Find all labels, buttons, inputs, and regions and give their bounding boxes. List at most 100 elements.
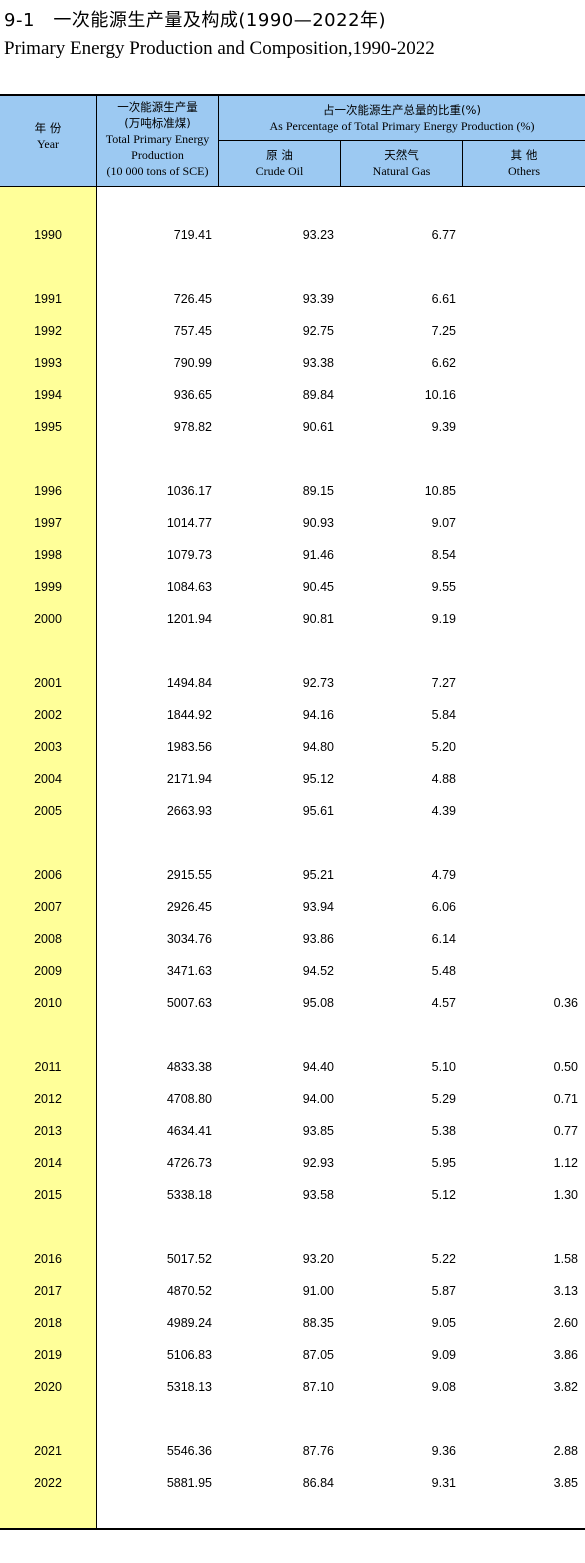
cell-total-production: 936.65: [173, 388, 212, 402]
cell-total-production: 5546.36: [166, 1444, 212, 1458]
cell-total-production: 1084.63: [166, 580, 212, 594]
table-bottom-rule: [0, 1528, 585, 1530]
table-row: 1992 757.45 92.75 7.25: [0, 324, 585, 344]
cell-natural-gas: 4.88: [431, 772, 456, 786]
cell-total-production: 4708.80: [166, 1092, 212, 1106]
cell-total-production: 719.41: [173, 228, 212, 242]
cell-year: 2002: [34, 708, 62, 722]
cell-year: 2003: [34, 740, 62, 754]
cell-total-production: 790.99: [173, 356, 212, 370]
cell-total-production: 1494.84: [166, 676, 212, 690]
cell-natural-gas: 5.20: [431, 740, 456, 754]
cell-year: 1995: [34, 420, 62, 434]
table-row: 2022 5881.95 86.84 9.31 3.85: [0, 1476, 585, 1496]
table-row: 2019 5106.83 87.05 9.09 3.86: [0, 1348, 585, 1368]
cell-crude-oil: 87.10: [302, 1380, 334, 1394]
cell-natural-gas: 9.09: [431, 1348, 456, 1362]
header-divider: [96, 96, 97, 186]
cell-total-production: 5338.18: [166, 1188, 212, 1202]
cell-year: 1991: [34, 292, 62, 306]
cell-natural-gas: 6.06: [431, 900, 456, 914]
cell-crude-oil: 92.73: [302, 676, 334, 690]
cell-total-production: 978.82: [173, 420, 212, 434]
table-row: 2007 2926.45 93.94 6.06: [0, 900, 585, 920]
table-row: 2005 2663.93 95.61 4.39: [0, 804, 585, 824]
header-year-en: Year: [36, 137, 60, 151]
cell-year: 1999: [34, 580, 62, 594]
cell-year: 2007: [34, 900, 62, 914]
table-row: 1990 719.41 93.23 6.77: [0, 228, 585, 248]
header-natural-gas-cn: 天然气: [384, 148, 419, 162]
cell-natural-gas: 10.16: [424, 388, 456, 402]
cell-crude-oil: 92.75: [302, 324, 334, 338]
table-row: 2016 5017.52 93.20 5.22 1.58: [0, 1252, 585, 1272]
cell-year: 2011: [34, 1060, 62, 1074]
cell-year: 1997: [34, 516, 62, 530]
table-header: 年 份 Year 一次能源生产量 (万吨标准煤) Total Primary E…: [0, 96, 585, 186]
cell-natural-gas: 7.27: [431, 676, 456, 690]
cell-others: 0.77: [553, 1124, 578, 1138]
cell-total-production: 4726.73: [166, 1156, 212, 1170]
cell-natural-gas: 5.10: [431, 1060, 456, 1074]
cell-year: 1990: [34, 228, 62, 242]
cell-crude-oil: 91.00: [302, 1284, 334, 1298]
header-total-cn2: (万吨标准煤): [124, 116, 191, 130]
cell-crude-oil: 93.58: [302, 1188, 334, 1202]
cell-others: 1.30: [553, 1188, 578, 1202]
table-top-rule: [0, 94, 585, 96]
cell-others: 0.71: [553, 1092, 578, 1106]
cell-natural-gas: 9.05: [431, 1316, 456, 1330]
cell-total-production: 4833.38: [166, 1060, 212, 1074]
cell-crude-oil: 89.15: [302, 484, 334, 498]
cell-year: 2009: [34, 964, 62, 978]
cell-crude-oil: 94.80: [302, 740, 334, 754]
table-row: 1998 1079.73 91.46 8.54: [0, 548, 585, 568]
cell-crude-oil: 93.94: [302, 900, 334, 914]
header-percentage-en: As Percentage of Total Primary Energy Pr…: [269, 119, 535, 133]
table-row: 2004 2171.94 95.12 4.88: [0, 772, 585, 792]
cell-year: 2012: [34, 1092, 62, 1106]
cell-crude-oil: 94.52: [302, 964, 334, 978]
year-column-divider: [96, 187, 97, 1528]
cell-crude-oil: 93.20: [302, 1252, 334, 1266]
cell-crude-oil: 89.84: [302, 388, 334, 402]
cell-total-production: 1014.77: [166, 516, 212, 530]
cell-total-production: 4870.52: [166, 1284, 212, 1298]
cell-others: 0.36: [553, 996, 578, 1010]
cell-year: 2004: [34, 772, 62, 786]
cell-natural-gas: 6.77: [431, 228, 456, 242]
cell-natural-gas: 5.84: [431, 708, 456, 722]
table-row: 2014 4726.73 92.93 5.95 1.12: [0, 1156, 585, 1176]
table-row: 2002 1844.92 94.16 5.84: [0, 708, 585, 728]
cell-natural-gas: 5.95: [431, 1156, 456, 1170]
cell-year: 2010: [34, 996, 62, 1010]
header-divider: [462, 141, 463, 186]
cell-crude-oil: 93.86: [302, 932, 334, 946]
page-title-en: Primary Energy Production and Compositio…: [4, 38, 435, 59]
year-column-highlight: [0, 187, 96, 1528]
cell-natural-gas: 4.39: [431, 804, 456, 818]
cell-others: 1.12: [553, 1156, 578, 1170]
cell-crude-oil: 88.35: [302, 1316, 334, 1330]
header-crude-oil: 原 油 Crude Oil: [219, 147, 340, 179]
cell-total-production: 2915.55: [166, 868, 212, 882]
cell-year: 1998: [34, 548, 62, 562]
cell-others: 1.58: [553, 1252, 578, 1266]
cell-total-production: 1201.94: [166, 612, 212, 626]
cell-crude-oil: 90.45: [302, 580, 334, 594]
cell-natural-gas: 5.12: [431, 1188, 456, 1202]
cell-natural-gas: 6.62: [431, 356, 456, 370]
table-row: 1991 726.45 93.39 6.61: [0, 292, 585, 312]
cell-natural-gas: 9.39: [431, 420, 456, 434]
cell-crude-oil: 90.93: [302, 516, 334, 530]
table-row: 2003 1983.56 94.80 5.20: [0, 740, 585, 760]
cell-crude-oil: 93.85: [302, 1124, 334, 1138]
header-divider: [219, 140, 585, 141]
cell-year: 2005: [34, 804, 62, 818]
cell-natural-gas: 5.29: [431, 1092, 456, 1106]
cell-crude-oil: 94.16: [302, 708, 334, 722]
cell-total-production: 5017.52: [166, 1252, 212, 1266]
table-row: 2000 1201.94 90.81 9.19: [0, 612, 585, 632]
cell-year: 2014: [34, 1156, 62, 1170]
cell-crude-oil: 90.61: [302, 420, 334, 434]
